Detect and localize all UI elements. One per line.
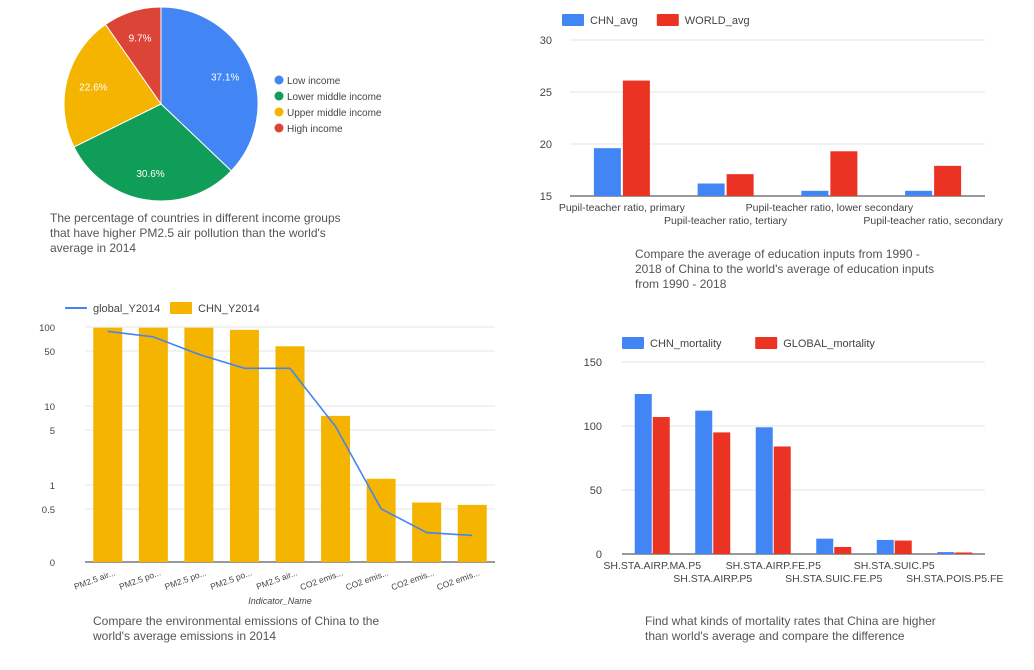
x-tick-label: SH.STA.AIRP.FE.P5 bbox=[726, 560, 821, 572]
x-tick-label: SH.STA.POIS.P5.FE bbox=[906, 573, 1003, 585]
bar-CHN_mortality bbox=[937, 552, 955, 554]
x-axis-title: Indicator_Name bbox=[248, 596, 312, 606]
line-global_Y2014 bbox=[107, 330, 473, 537]
bar-CHN_Y2014 bbox=[275, 346, 305, 562]
x-tick-label: Pupil-teacher ratio, lower secondary bbox=[746, 202, 914, 214]
y-tick-label: 10 bbox=[44, 402, 55, 413]
y-tick-label: 0.5 bbox=[42, 505, 55, 516]
x-tick-label: SH.STA.AIRP.P5 bbox=[673, 573, 752, 585]
education-caption: Compare the average of education inputs … bbox=[635, 247, 935, 291]
legend-swatch bbox=[274, 75, 284, 85]
bar-GLOBAL_mortality bbox=[834, 546, 852, 554]
legend-label: CHN_avg bbox=[590, 15, 638, 27]
legend-label: High income bbox=[287, 124, 343, 135]
legend-label: global_Y2014 bbox=[93, 303, 160, 315]
x-tick-label: CO2 emis... bbox=[390, 567, 436, 592]
x-tick-label: Pupil-teacher ratio, primary bbox=[559, 202, 686, 214]
mortality-bar-chart: 0 50 100 150 SH.STA.AIRP.MA.P5SH.STA.AIRP.P5… bbox=[584, 337, 1003, 585]
bar-GLOBAL_mortality bbox=[652, 417, 670, 554]
emissions-caption: Compare the environmental emissions of C… bbox=[93, 614, 380, 643]
x-tick-label: CO2 emis... bbox=[344, 567, 390, 592]
bar-CHN_Y2014 bbox=[184, 327, 214, 562]
x-tick-label: PM2.5 po... bbox=[163, 567, 207, 591]
x-tick-label: CO2 emis... bbox=[299, 567, 345, 592]
legend-label: CHN_Y2014 bbox=[198, 303, 260, 315]
y-tick-label: 0 bbox=[596, 549, 602, 561]
bar-WORLD_avg bbox=[622, 80, 650, 196]
legend-swatch bbox=[755, 337, 778, 349]
y-tick-label: 0 bbox=[50, 558, 55, 569]
x-tick-label: Pupil-teacher ratio, secondary bbox=[863, 215, 1003, 227]
mortality-caption: Find what kinds of mortality rates that … bbox=[645, 614, 936, 643]
bar-CHN_mortality bbox=[695, 410, 713, 554]
pie-slice bbox=[160, 6, 259, 172]
bar-WORLD_avg bbox=[726, 174, 754, 196]
y-tick-label: 5 bbox=[50, 426, 55, 437]
bar-WORLD_avg bbox=[934, 165, 962, 196]
bar-GLOBAL_mortality bbox=[773, 446, 791, 554]
legend-swatch bbox=[622, 337, 644, 349]
bar-WORLD_avg bbox=[830, 151, 858, 196]
bar-GLOBAL_mortality bbox=[894, 540, 912, 554]
y-tick-label: 100 bbox=[39, 323, 55, 334]
pie-slice bbox=[63, 23, 162, 148]
bar-CHN_avg bbox=[697, 183, 725, 196]
bar-CHN_mortality bbox=[816, 538, 834, 554]
bar-CHN_mortality bbox=[755, 427, 773, 554]
pie-slice-label: 30.6% bbox=[136, 169, 164, 180]
pie-caption: The percentage of countries in different… bbox=[50, 211, 341, 255]
pie-slice-label: 22.6% bbox=[79, 83, 107, 94]
legend-label: GLOBAL_mortality bbox=[783, 338, 875, 350]
bar-CHN_avg bbox=[801, 190, 829, 196]
x-tick-label: SH.STA.SUIC.P5 bbox=[854, 560, 935, 572]
y-tick-label: 20 bbox=[540, 139, 552, 151]
bar-CHN_mortality bbox=[876, 539, 894, 554]
x-tick-label: Pupil-teacher ratio, tertiary bbox=[664, 215, 788, 227]
legend-label: CHN_mortality bbox=[650, 338, 722, 350]
bar-CHN_avg bbox=[905, 190, 933, 196]
y-tick-label: 150 bbox=[584, 357, 602, 369]
bar-CHN_Y2014 bbox=[321, 415, 351, 562]
x-tick-label: CO2 emis... bbox=[435, 567, 481, 592]
bar-CHN_Y2014 bbox=[138, 327, 168, 562]
legend-label: Lower middle income bbox=[287, 92, 382, 103]
bar-CHN_Y2014 bbox=[457, 504, 487, 562]
pie-slice-label: 9.7% bbox=[129, 33, 152, 44]
pie-chart: 37.1% Low income 30.6% Lower middle income 2… bbox=[63, 6, 382, 202]
legend-label: WORLD_avg bbox=[685, 15, 750, 27]
y-tick-label: 50 bbox=[44, 347, 55, 358]
pie-slice bbox=[104, 6, 162, 106]
x-tick-label: SH.STA.AIRP.MA.P5 bbox=[603, 560, 701, 572]
legend-label: Low income bbox=[287, 76, 341, 87]
pie-slice-label: 37.1% bbox=[211, 72, 239, 83]
y-tick-label: 1 bbox=[50, 481, 55, 492]
y-tick-label: 30 bbox=[540, 35, 552, 47]
legend-swatch bbox=[274, 107, 284, 117]
legend-swatch bbox=[170, 302, 192, 314]
pie-slice bbox=[73, 103, 232, 202]
y-tick-label: 25 bbox=[540, 87, 552, 99]
x-tick-label: SH.STA.SUIC.FE.P5 bbox=[785, 573, 882, 585]
legend-swatch bbox=[274, 123, 284, 133]
legend-swatch bbox=[562, 14, 584, 26]
x-tick-label: PM2.5 air... bbox=[73, 567, 117, 591]
bar-GLOBAL_mortality bbox=[713, 432, 731, 554]
legend-label: Upper middle income bbox=[287, 108, 382, 119]
x-tick-label: PM2.5 po... bbox=[118, 567, 162, 591]
x-tick-label: PM2.5 po... bbox=[209, 567, 253, 591]
y-tick-label: 15 bbox=[540, 191, 552, 203]
legend-swatch bbox=[656, 14, 679, 26]
legend-swatch bbox=[274, 91, 284, 101]
bar-CHN_avg bbox=[593, 148, 621, 196]
y-tick-label: 100 bbox=[584, 421, 602, 433]
x-tick-label: PM2.5 air... bbox=[255, 567, 299, 591]
bar-GLOBAL_mortality bbox=[955, 552, 973, 554]
bar-CHN_Y2014 bbox=[93, 327, 123, 562]
y-tick-label: 50 bbox=[590, 485, 602, 497]
bar-CHN_mortality bbox=[634, 394, 652, 554]
